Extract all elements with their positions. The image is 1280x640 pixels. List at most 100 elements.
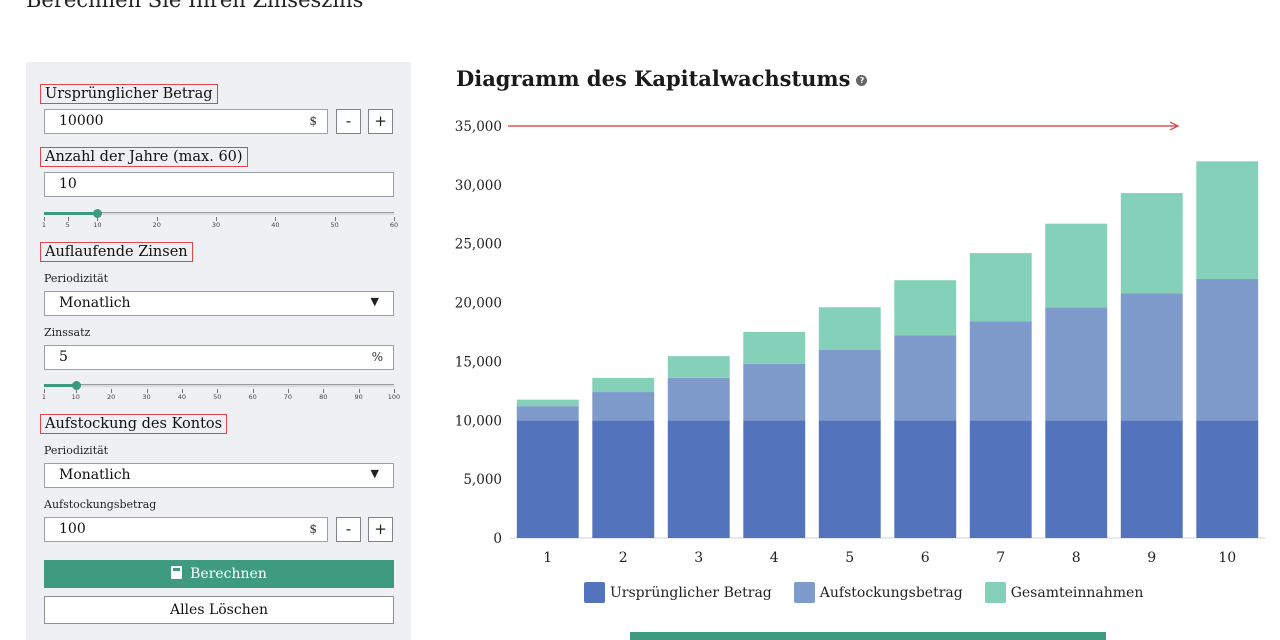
legend-item[interactable]: Aufstockungsbetrag — [793, 582, 963, 603]
rate-slider-tick-label: 100 — [387, 393, 401, 401]
years-slider-tick-label: 10 — [93, 221, 102, 229]
rate-slider-tick — [75, 389, 77, 393]
bar-segment — [743, 363, 806, 421]
legend-item[interactable]: Gesamteinnahmen — [984, 582, 1144, 603]
years-slider[interactable]: 1 5 10 20 30 40 50 60 — [42, 208, 398, 230]
years-slider-tick-label: 40 — [271, 221, 280, 229]
rate-slider-fill — [44, 384, 76, 387]
interest-rate-label: Zinssatz — [44, 326, 91, 339]
bar-segment — [1045, 420, 1108, 538]
percent-unit: % — [371, 350, 383, 364]
bar-segment — [1196, 420, 1259, 538]
years-input[interactable]: 10 — [44, 172, 394, 197]
bottom-action-button[interactable] — [630, 632, 1106, 640]
bar-segment — [818, 349, 881, 421]
dropdown-arrow-icon: ▼ — [370, 467, 379, 480]
years-slider-thumb[interactable] — [93, 209, 103, 218]
y-tick-label: 35,000 — [455, 119, 502, 135]
y-tick-label: 25,000 — [455, 237, 502, 253]
bar-segment — [1045, 307, 1108, 421]
calculate-button[interactable]: Berechnen — [44, 560, 394, 588]
arrow-head-icon — [1169, 121, 1180, 131]
topup-amount-increment-button[interactable]: + — [368, 517, 393, 542]
topup-periodicity-value: Monatlich — [59, 467, 131, 483]
initial-amount-input[interactable]: 10000 $ — [44, 109, 328, 134]
rate-slider-tick-label: 80 — [319, 393, 328, 401]
x-tick-label: 2 — [619, 550, 628, 566]
bar-segment — [1120, 193, 1183, 294]
rate-slider-tick — [252, 389, 254, 393]
interest-periodicity-select[interactable]: Monatlich ▼ — [44, 291, 394, 316]
calculator-icon — [171, 566, 183, 579]
rate-slider-tick — [111, 389, 113, 393]
x-tick-label: 7 — [996, 550, 1005, 566]
years-slider-tick-label: 5 — [65, 221, 70, 229]
dropdown-arrow-icon: ▼ — [370, 295, 379, 308]
bar-segment — [743, 332, 806, 364]
bar-segment — [969, 420, 1032, 538]
bar-segment — [667, 377, 730, 421]
dollar-unit: $ — [309, 114, 317, 128]
interest-rate-input[interactable]: 5 % — [44, 345, 394, 370]
y-tick-label: 0 — [493, 531, 502, 547]
years-slider-tick — [44, 217, 45, 221]
legend-swatch — [984, 582, 1006, 603]
help-icon[interactable]: ? — [856, 75, 868, 86]
years-slider-tick — [394, 217, 395, 221]
legend-item[interactable]: Ursprünglicher Betrag — [584, 582, 772, 603]
rate-slider-tick — [287, 389, 289, 393]
clear-all-button[interactable]: Alles Löschen — [44, 596, 394, 624]
x-tick-label: 4 — [770, 550, 779, 566]
rate-slider-tick-label: 70 — [283, 393, 293, 401]
topup-periodicity-select[interactable]: Monatlich ▼ — [44, 463, 394, 488]
years-slider-tick-label: 60 — [389, 221, 399, 229]
years-slider-track — [44, 212, 394, 215]
bar-segment — [818, 307, 881, 350]
years-slider-tick-label: 20 — [152, 221, 161, 229]
rate-slider-thumb[interactable] — [71, 381, 81, 390]
y-tick-label: 30,000 — [455, 178, 502, 194]
bar-segment — [667, 420, 730, 538]
bar-segment — [1045, 223, 1108, 308]
rate-slider-tick-label: 30 — [142, 393, 151, 401]
legend-swatch — [793, 582, 815, 603]
page-heading: Berechnen Sie Ihren Zinseszins — [26, 0, 364, 12]
bar-segment — [894, 280, 957, 336]
bar-segment — [1196, 279, 1259, 421]
years-value: 10 — [59, 176, 77, 192]
years-slider-fill — [44, 212, 98, 215]
topup-amount-label: Aufstockungsbetrag — [44, 498, 157, 511]
legend-swatch — [584, 582, 605, 603]
years-slider-tick — [156, 217, 158, 221]
topup-label: Aufstockung des Kontos — [40, 414, 228, 434]
topup-amount-decrement-button[interactable]: - — [336, 517, 361, 542]
years-slider-tick — [334, 217, 336, 221]
bar-segment — [592, 420, 655, 538]
initial-amount-increment-button[interactable]: + — [368, 109, 393, 134]
x-tick-label: 1 — [543, 550, 552, 566]
y-tick-label: 5,000 — [463, 472, 502, 488]
bar-segment — [592, 392, 655, 421]
topup-amount-input[interactable]: 100 $ — [44, 517, 328, 542]
years-slider-tick-label: 30 — [211, 221, 221, 229]
chart-title: Diagramm des Kapitalwachstums? — [456, 66, 868, 91]
bar-segment — [969, 321, 1032, 421]
rate-slider-tick-label: 50 — [213, 393, 222, 401]
bar-segment — [516, 420, 579, 538]
interest-rate-slider[interactable]: 1 10 20 30 40 50 60 70 80 90 100 — [42, 380, 400, 402]
legend-label: Aufstockungsbetrag — [819, 584, 963, 601]
initial-amount-decrement-button[interactable]: - — [336, 109, 361, 134]
x-tick-label: 5 — [845, 550, 854, 566]
rate-slider-tick — [217, 389, 219, 393]
years-slider-tick — [216, 217, 218, 221]
legend-label: Gesamteinnahmen — [1010, 584, 1144, 601]
years-slider-tick — [97, 217, 99, 221]
dollar-unit: $ — [309, 522, 317, 536]
years-slider-tick-label: 50 — [330, 221, 339, 229]
initial-amount-label: Ursprünglicher Betrag — [40, 84, 218, 104]
rate-slider-tick-label: 10 — [71, 393, 80, 401]
bar-segment — [969, 253, 1032, 322]
rate-slider-tick — [44, 389, 45, 393]
y-tick-label: 15,000 — [455, 354, 502, 370]
x-tick-label: 3 — [694, 550, 703, 566]
